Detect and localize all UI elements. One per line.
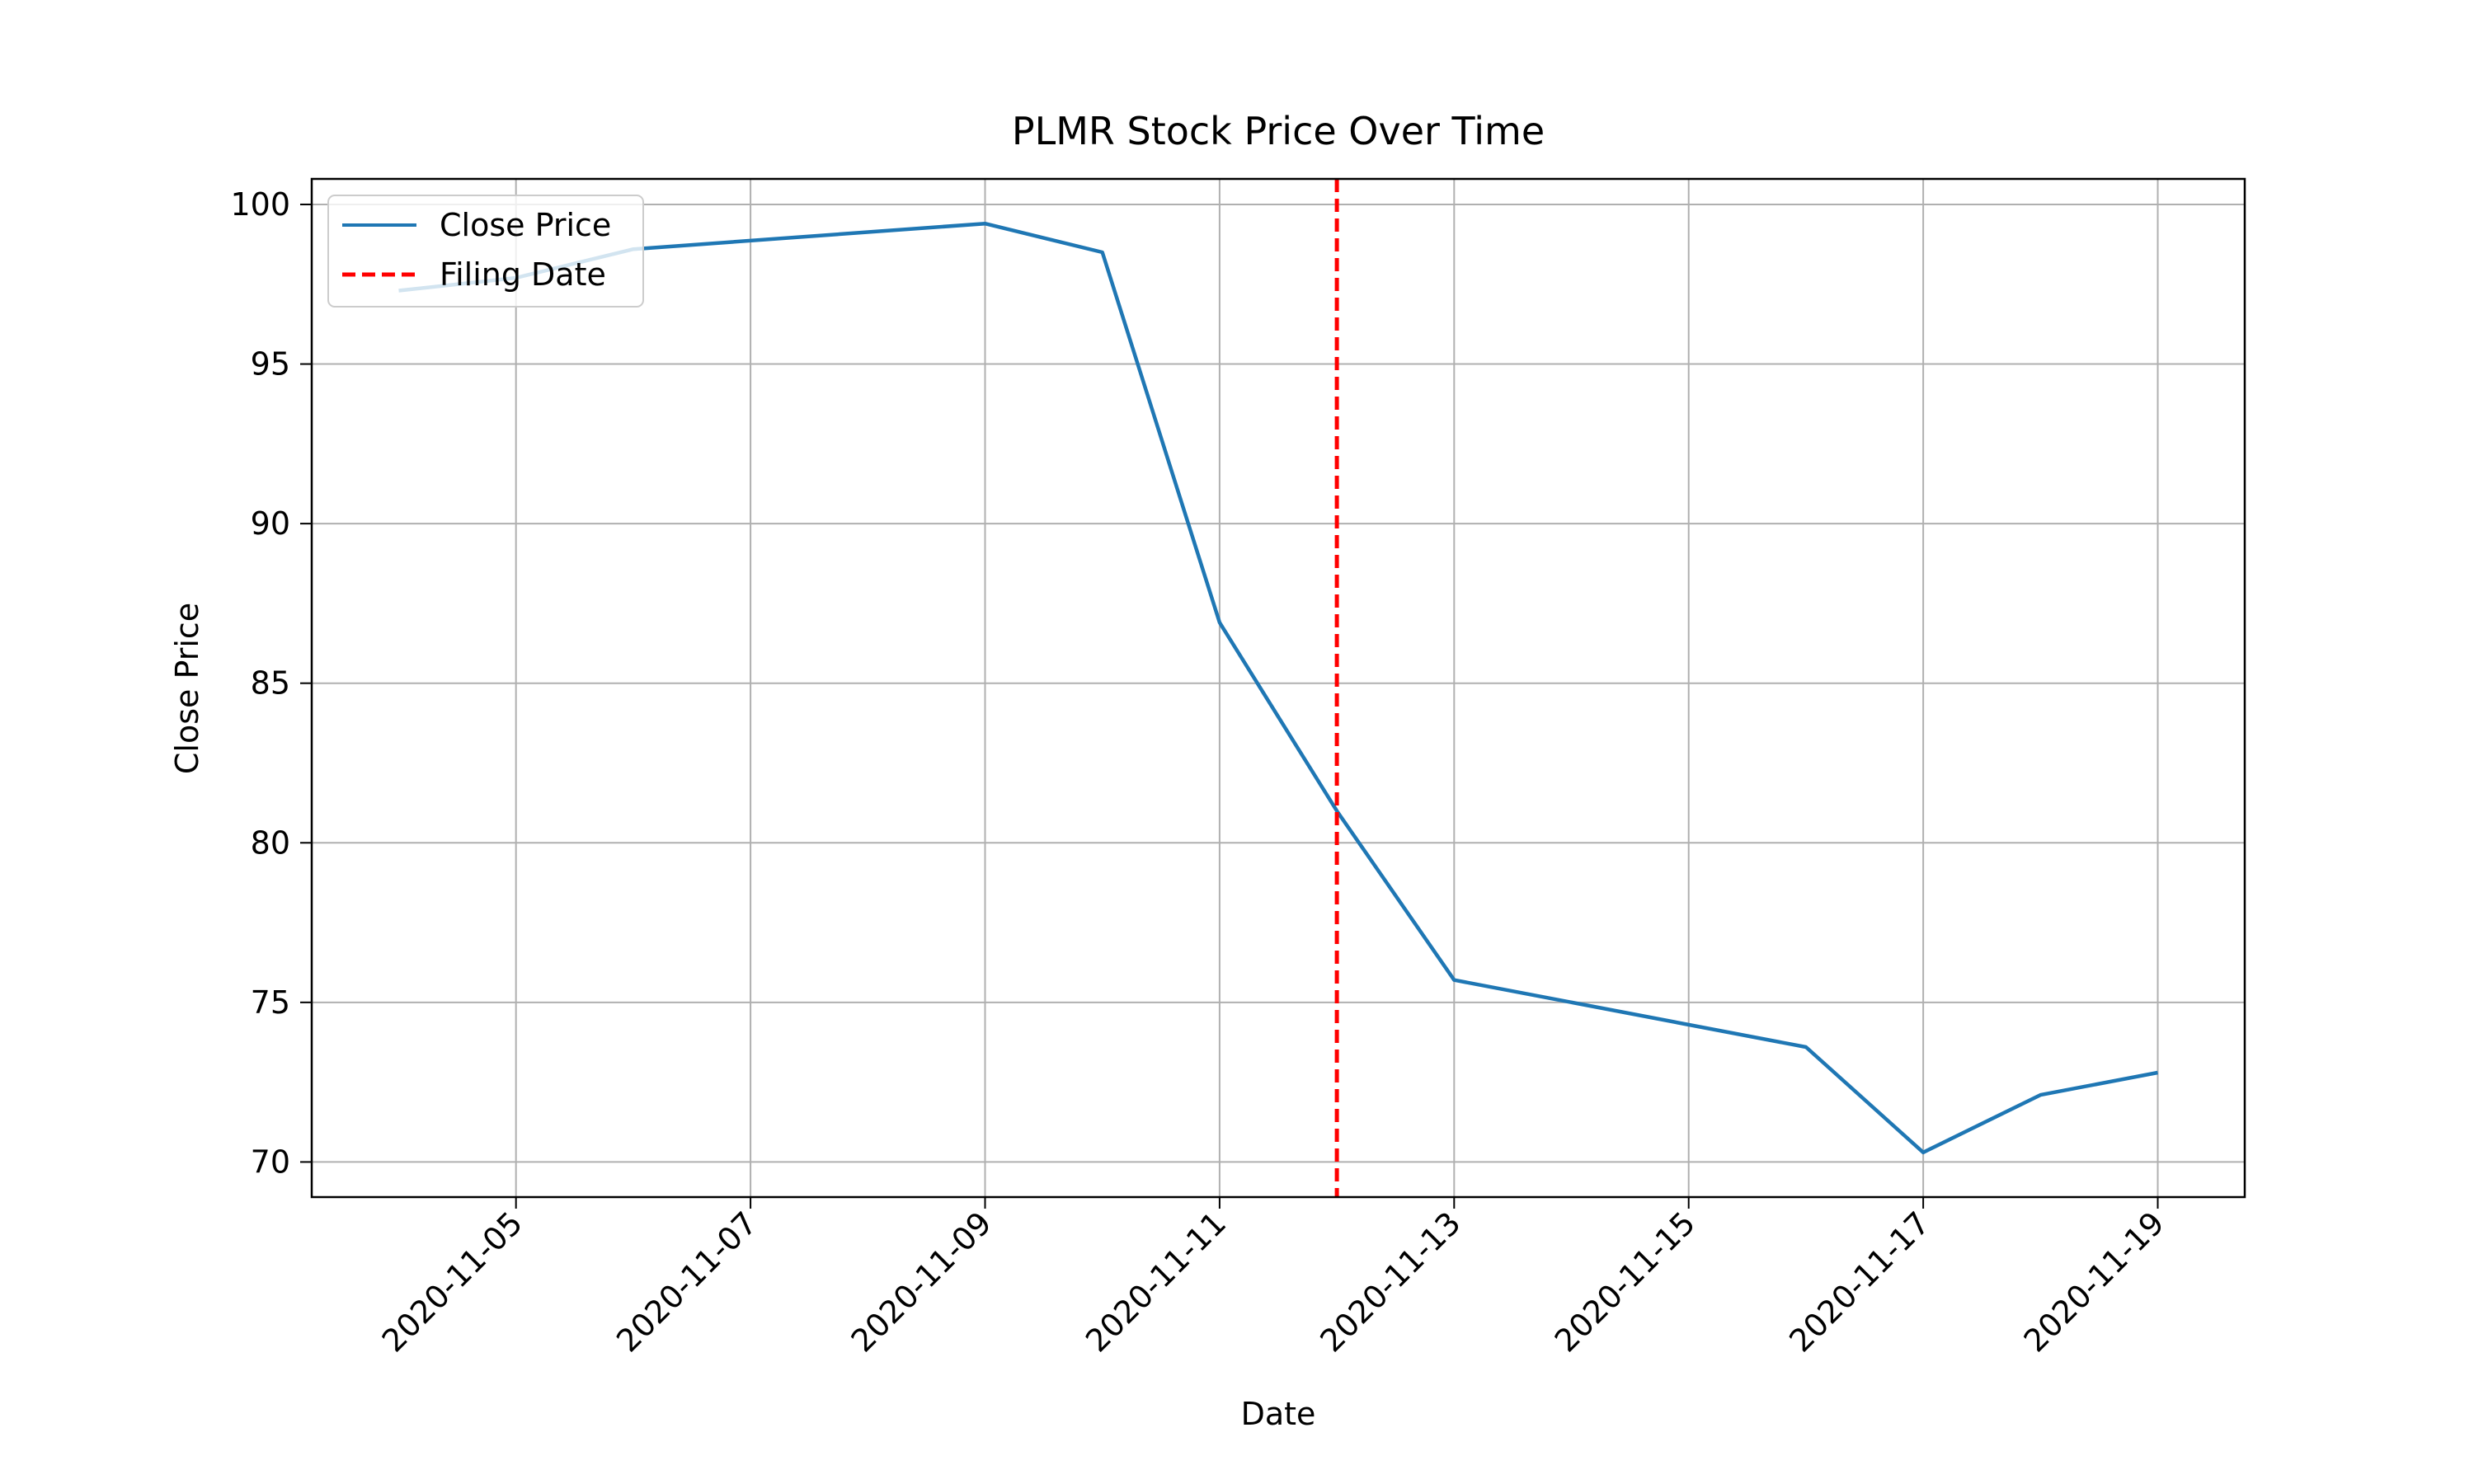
y-tick-label: 95	[251, 346, 290, 383]
x-axis-label: Date	[1241, 1396, 1316, 1432]
y-tick-label: 70	[251, 1144, 290, 1180]
plot-frame	[310, 177, 2246, 1199]
y-axis-label: Close Price	[169, 603, 205, 774]
chart-title: PLMR Stock Price Over Time	[1012, 109, 1545, 153]
y-tick-label: 85	[251, 665, 290, 702]
y-tick-label: 100	[230, 186, 290, 223]
y-tick-label: 75	[251, 984, 290, 1021]
y-tick-label: 90	[251, 505, 290, 542]
grid	[312, 179, 2245, 1197]
y-axis-ticks: 70 75 80 85 90 95 100	[230, 186, 312, 1180]
legend-filing-date-label: Filing Date	[440, 256, 606, 293]
legend-close-price-label: Close Price	[440, 207, 611, 243]
y-tick-label: 80	[251, 824, 290, 861]
legend: Close Price Filing Date	[327, 195, 644, 308]
legend-box	[327, 195, 644, 308]
